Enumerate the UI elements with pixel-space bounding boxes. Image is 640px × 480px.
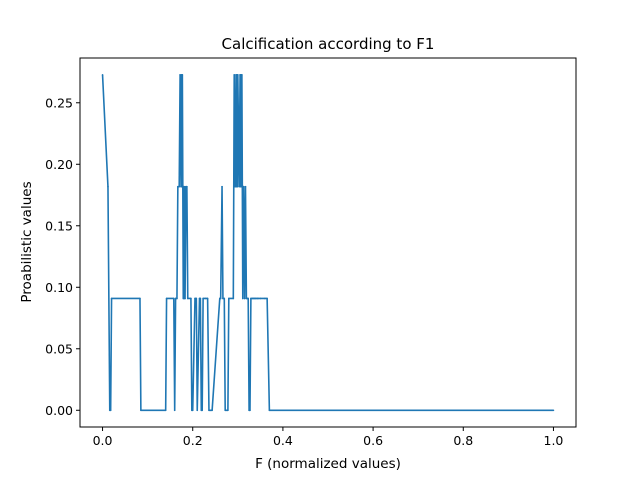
data-point <box>221 185 223 188</box>
plot-area <box>101 74 555 412</box>
data-point <box>176 297 178 300</box>
data-point <box>179 74 181 76</box>
data-point <box>249 409 251 412</box>
data-point <box>232 297 235 300</box>
chart-title: Calcification according to F1 <box>222 35 435 53</box>
x-tick-label: 1.0 <box>544 433 564 448</box>
data-point <box>173 409 176 412</box>
data-point <box>206 297 209 300</box>
data-point <box>222 297 224 300</box>
data-point <box>247 297 249 300</box>
y-tick-label: 0.25 <box>45 95 73 110</box>
data-point <box>211 409 213 412</box>
data-point <box>257 297 259 300</box>
data-point <box>208 409 210 412</box>
data-point <box>177 185 179 188</box>
y-tick-label: 0.00 <box>45 403 73 418</box>
data-point <box>181 74 184 76</box>
data-point <box>107 185 109 188</box>
y-tick-label: 0.15 <box>45 218 73 233</box>
data-point <box>194 297 196 300</box>
data-point <box>264 297 266 300</box>
x-tick-label: 0.6 <box>363 433 383 448</box>
data-point <box>174 297 177 300</box>
data-point <box>241 74 243 76</box>
data-point <box>164 409 167 412</box>
y-axis-ticks: 0.00 0.05 0.10 0.15 0.20 0.25 <box>45 95 80 418</box>
data-point <box>110 297 113 300</box>
x-axis-label: F (normalized values) <box>255 456 401 472</box>
y-tick-label: 0.05 <box>45 341 73 356</box>
data-point <box>190 297 192 300</box>
data-point <box>237 74 239 76</box>
x-tick-label: 0.2 <box>183 433 203 448</box>
data-point <box>238 185 240 188</box>
data-point <box>172 297 175 300</box>
data-point <box>244 185 247 188</box>
data-point <box>183 185 186 188</box>
data-point <box>199 297 202 300</box>
data-point <box>224 409 226 412</box>
data-point <box>140 409 142 412</box>
data-point <box>223 297 226 300</box>
x-tick-label: 0.8 <box>453 433 473 448</box>
data-point <box>178 185 180 188</box>
data-point <box>219 297 222 300</box>
y-axis-label: Proabilistic values <box>19 181 35 302</box>
data-point <box>101 74 104 76</box>
axes-frame <box>79 57 577 428</box>
x-tick-label: 0.0 <box>93 433 113 448</box>
data-point <box>233 74 236 76</box>
data-point <box>191 409 194 412</box>
data-point <box>184 297 186 300</box>
data-point <box>255 297 257 300</box>
data-point <box>195 297 198 300</box>
data-point <box>186 185 188 188</box>
data-point <box>202 297 204 300</box>
data-point <box>236 185 239 188</box>
data-point <box>266 297 268 300</box>
data-point <box>243 297 246 300</box>
data-point <box>241 297 244 300</box>
x-axis-ticks: 0.0 0.2 0.4 0.6 0.8 1.0 <box>93 427 564 448</box>
data-point <box>109 409 112 412</box>
data-point <box>227 409 229 412</box>
data-point <box>552 409 555 412</box>
data-point <box>196 409 199 412</box>
data-point <box>268 409 271 412</box>
data-point <box>242 185 245 188</box>
data-point <box>228 297 230 300</box>
y-tick-label: 0.20 <box>45 157 73 172</box>
data-point <box>259 297 262 300</box>
data-point <box>201 409 203 412</box>
data-point <box>186 297 189 300</box>
x-tick-label: 0.4 <box>273 433 293 448</box>
data-point <box>165 297 168 300</box>
data-point <box>209 409 212 412</box>
data-point <box>250 297 252 300</box>
data-point <box>204 297 207 300</box>
data-point <box>139 297 141 300</box>
y-tick-label: 0.10 <box>45 280 73 295</box>
